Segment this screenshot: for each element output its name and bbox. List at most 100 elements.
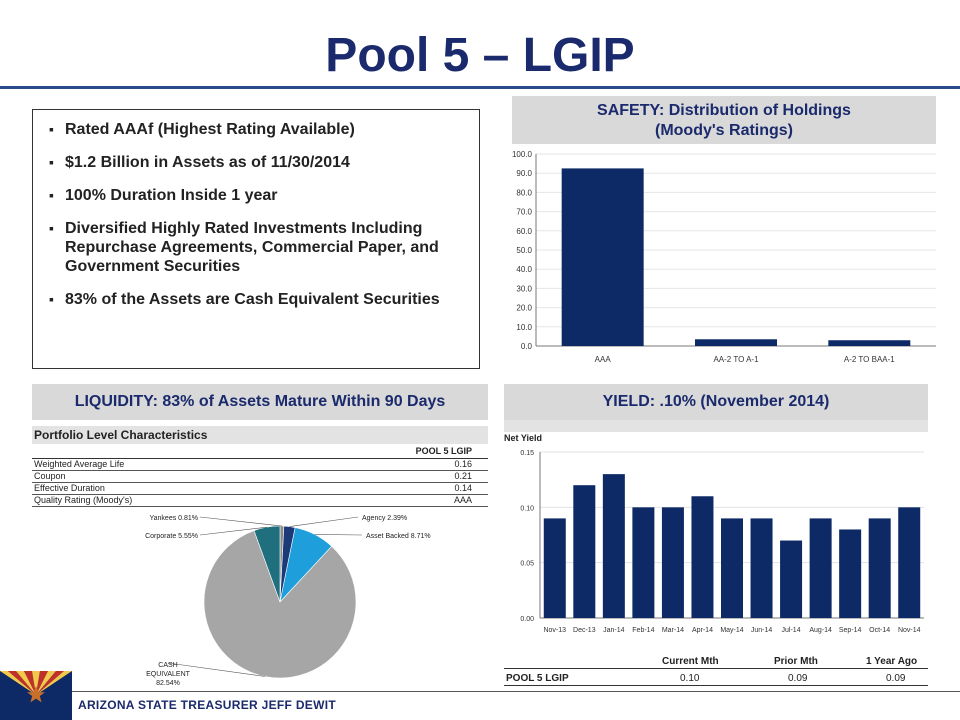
pie-leader-line: [289, 516, 359, 527]
portfolio-row-value: 0.14: [454, 483, 472, 493]
x-tick-label: Nov-14: [898, 627, 921, 634]
portfolio-column-header: POOL 5 LGIP: [415, 446, 472, 456]
yield-chart-title: Net Yield: [504, 433, 542, 443]
x-tick-label: Aug-14: [809, 627, 832, 634]
portfolio-row-value: AAA: [453, 495, 472, 505]
pie-leader-line: [167, 662, 265, 677]
y-tick-label: 0.00: [520, 616, 534, 623]
bar: [898, 507, 921, 618]
bar: [828, 340, 911, 346]
bar: [543, 518, 566, 618]
x-tick-label: Mar-14: [662, 627, 684, 634]
pie-slice: [203, 530, 357, 679]
y-tick-label: 90.0: [516, 169, 532, 178]
yield-col-current: Current Mth: [662, 656, 719, 667]
y-tick-label: 40.0: [516, 265, 532, 274]
yield-col-prior: Prior Mth: [774, 656, 818, 667]
x-tick-label: Dec-13: [573, 627, 596, 634]
x-tick-label: May-14: [720, 627, 743, 634]
portfolio-row-label: Weighted Average Life: [34, 459, 125, 469]
y-tick-label: 70.0: [516, 208, 532, 217]
portfolio-row-value: 0.21: [454, 471, 472, 481]
y-tick-label: 30.0: [516, 284, 532, 293]
bar: [573, 485, 596, 618]
y-tick-label: 0.10: [520, 505, 534, 512]
x-tick-label: Feb-14: [632, 627, 654, 634]
y-tick-label: 10.0: [516, 323, 532, 332]
bullet-item: Diversified Highly Rated Investments Inc…: [43, 219, 469, 276]
bar: [721, 518, 743, 618]
bullet-item: $1.2 Billion in Assets as of 11/30/2014: [43, 153, 469, 172]
portfolio-row-label: Effective Duration: [34, 483, 105, 493]
yield-subheader-band: [504, 420, 928, 432]
bullet-item: Rated AAAf (Highest Rating Available): [43, 120, 469, 139]
yield-comparison-table: Current Mth Prior Mth 1 Year Ago POOL 5 …: [504, 654, 928, 690]
x-tick-label: AA-2 TO A-1: [713, 355, 759, 364]
x-tick-label: Apr-14: [692, 627, 713, 634]
bar: [868, 518, 891, 618]
safety-header-line1: SAFETY: Distribution of Holdings: [597, 102, 851, 119]
portfolio-row-value: 0.16: [454, 459, 472, 469]
bar: [602, 474, 625, 618]
pie-label: Yankees 0.81%: [149, 515, 198, 522]
pie-label: Asset Backed 8.71%: [366, 533, 431, 540]
bullet-item: 83% of the Assets are Cash Equivalent Se…: [43, 290, 469, 309]
x-tick-label: Nov-13: [543, 627, 566, 634]
summary-bullets: Rated AAAf (Highest Rating Available) $1…: [32, 109, 480, 369]
slide-title: Pool 5 – LGIP: [325, 29, 635, 82]
title-divider: [0, 86, 960, 89]
footer-text: ARIZONA STATE TREASURER JEFF DEWIT: [78, 698, 336, 712]
pie-label: Agency 2.39%: [362, 515, 407, 522]
y-tick-label: 0.0: [521, 342, 533, 351]
portfolio-row: Effective Duration 0.14: [32, 483, 488, 495]
pie-label: Corporate 5.55%: [145, 533, 198, 540]
bar: [809, 518, 832, 618]
safety-header: SAFETY: Distribution of Holdings (Moody'…: [512, 96, 936, 144]
asset-allocation-pie-chart: Yankees 0.81% Agency 2.39% Asset Backed 8.…: [145, 515, 431, 687]
yield-header: YIELD: .10% (November 2014): [504, 384, 928, 420]
pie-leader-line: [199, 526, 267, 536]
bar: [632, 507, 655, 618]
y-tick-label: 0.05: [520, 561, 534, 568]
bar: [561, 168, 644, 346]
bar: [750, 518, 773, 618]
pie-label: EQUIVALENT: [146, 671, 191, 678]
yield-value-prior: 0.09: [788, 673, 808, 684]
y-tick-label: 20.0: [516, 304, 532, 313]
pie-label: CASH: [158, 662, 177, 669]
y-tick-label: 100.0: [512, 150, 533, 159]
portfolio-row: Weighted Average Life 0.16: [32, 459, 488, 471]
bar: [780, 540, 803, 618]
bullet-item: 100% Duration Inside 1 year: [43, 186, 469, 205]
x-tick-label: Jun-14: [751, 627, 773, 634]
portfolio-characteristics: Portfolio Level Characteristics POOL 5 L…: [32, 426, 488, 507]
x-tick-label: Jan-14: [603, 627, 625, 634]
safety-bar-chart: 100.0 90.0 80.0 70.0 60.0 50.0 40.0 30.0 20.0 10.…: [512, 150, 936, 364]
pie-label: 82.54%: [156, 680, 180, 687]
bar: [695, 339, 777, 346]
net-yield-bar-chart: Net Yield 0.15 0.10 0.05 0.00 Nov-13 Dec-13 Jan…: [504, 433, 924, 634]
bar: [839, 529, 862, 618]
y-tick-label: 80.0: [516, 188, 532, 197]
portfolio-row-label: Coupon: [34, 471, 66, 481]
liquidity-header: LIQUIDITY: 83% of Assets Mature Within 9…: [32, 384, 488, 420]
portfolio-row-label: Quality Rating (Moody's): [34, 495, 133, 505]
y-tick-label: 0.15: [520, 450, 534, 457]
yield-col-year-ago: 1 Year Ago: [866, 656, 918, 667]
footer-divider: [0, 691, 960, 692]
yield-value-year-ago: 0.09: [886, 673, 906, 684]
x-tick-label: A-2 TO BAA-1: [844, 355, 895, 364]
bar: [661, 507, 684, 618]
arizona-flag-logo: [0, 671, 72, 720]
x-tick-label: Oct-14: [869, 627, 890, 634]
yield-row-label: POOL 5 LGIP: [506, 673, 569, 684]
x-tick-label: Jul-14: [782, 627, 801, 634]
portfolio-title: Portfolio Level Characteristics: [32, 426, 488, 444]
portfolio-row: Coupon 0.21: [32, 471, 488, 483]
safety-header-line2: (Moody's Ratings): [654, 122, 794, 139]
pie-leader-line: [314, 534, 363, 536]
bar: [691, 496, 714, 618]
x-tick-label: AAA: [595, 355, 612, 364]
y-tick-label: 50.0: [516, 246, 532, 255]
pie-leader-line: [199, 516, 282, 527]
